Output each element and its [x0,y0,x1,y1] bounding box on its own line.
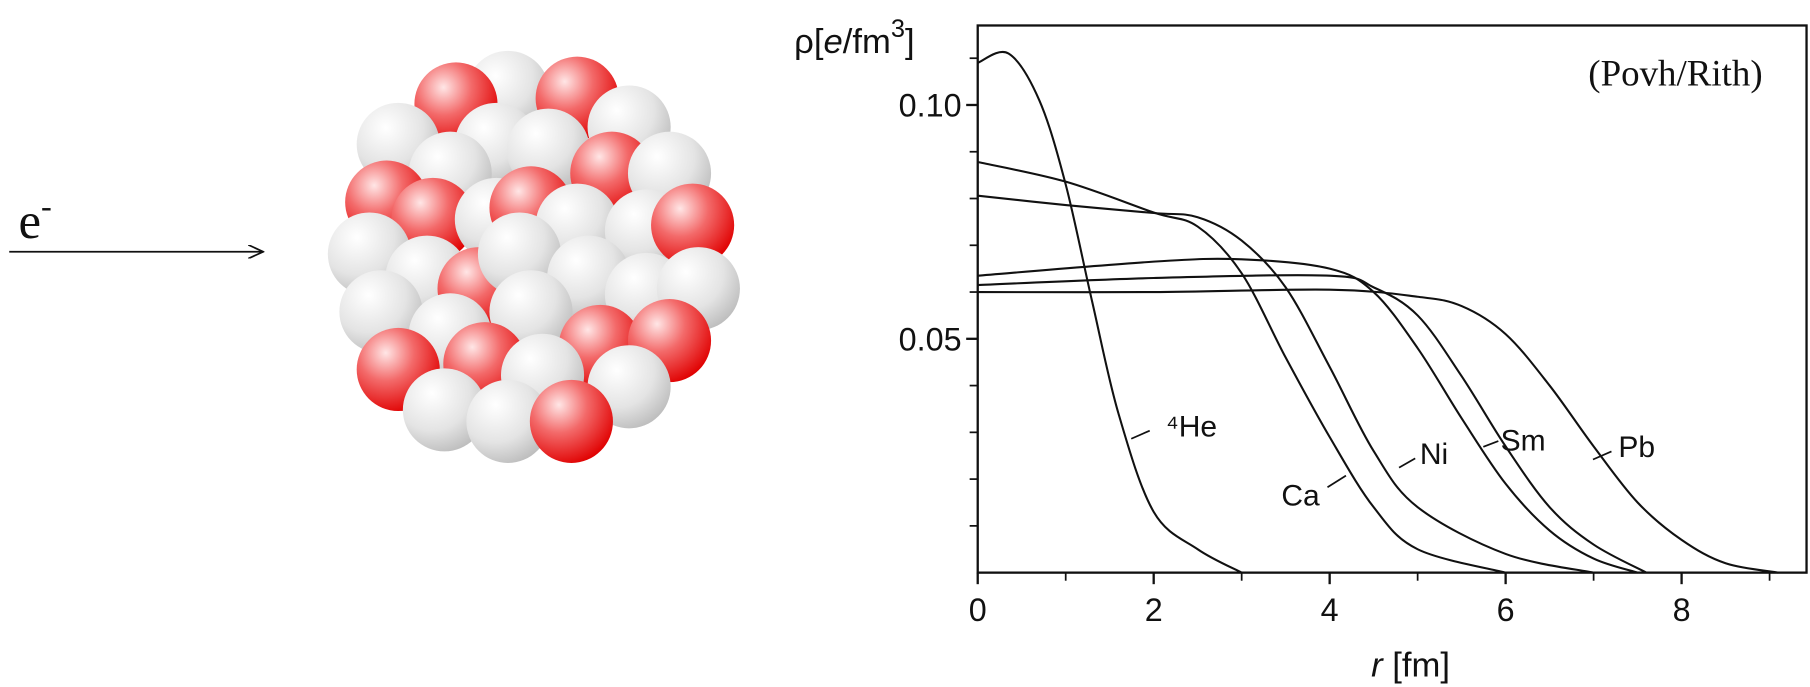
series-label: Ca [1281,480,1320,513]
x-label-part: [fm] [1383,647,1450,685]
series-label: ⁴He [1166,410,1217,443]
figure: e- (Povh/Rith) ρ[e/fm3] r [fm] 0 2 4 6 8 0.05… [0,0,1810,687]
y-label-part: /fm [843,23,891,61]
beam-label: e- [18,188,51,249]
density-curve [978,52,1242,573]
y-axis-label: ρ[e/fm3] [794,15,914,61]
y-tick-label: 0.10 [899,88,962,124]
page: {"beam_label": {"text": "e", "superscrip… [0,0,1810,687]
plot-frame [978,25,1807,572]
density-curve [978,259,1638,573]
y-label-part: e [824,23,843,61]
label-leader [1327,476,1345,488]
annotation: (Povh/Rith) [1588,53,1762,95]
plot: 0 2 4 6 8 0.05 0.10 ⁴He Ca Ni Sm Pb [899,52,1779,628]
x-axis-label: r [fm] [1371,647,1450,685]
series-label: Pb [1618,431,1655,464]
x-tick-label: 0 [969,592,987,628]
label-leader [1131,431,1149,439]
y-label-part: 3 [891,15,905,43]
series-label: Sm [1501,424,1546,457]
density-curve [978,290,1779,573]
x-tick-label: 2 [1145,592,1163,628]
series-label: Ni [1420,438,1448,471]
density-curve [978,162,1506,573]
nucleus [328,51,740,463]
label-leader [1483,441,1498,447]
y-label-part: ] [905,23,915,61]
nucleon [530,380,613,463]
x-tick-label: 8 [1673,592,1691,628]
y-tick-label: 0.05 [899,321,962,357]
x-tick-label: 4 [1321,592,1339,628]
density-curve [978,196,1594,573]
x-tick-label: 6 [1497,592,1515,628]
label-leader [1399,458,1415,467]
y-label-part: ρ[ [794,23,824,61]
